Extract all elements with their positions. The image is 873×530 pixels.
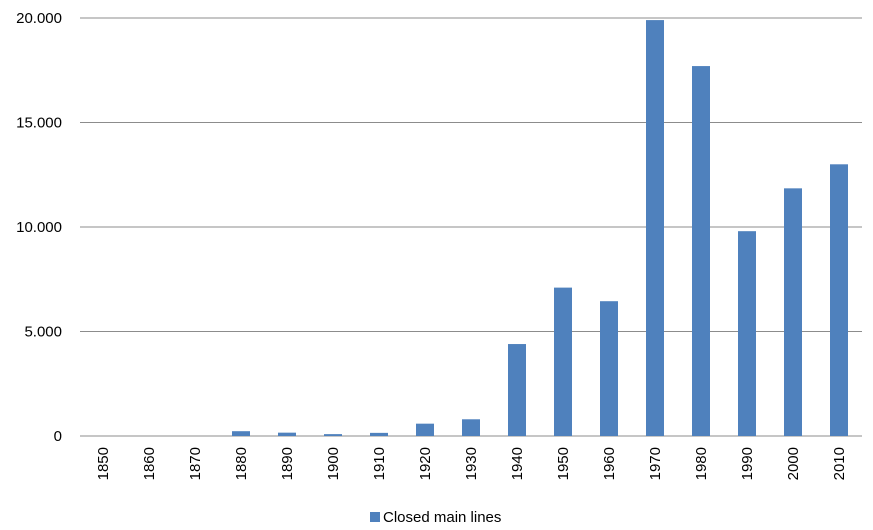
bar-2000 — [784, 188, 802, 436]
x-tick-label: 1870 — [187, 447, 204, 480]
x-tick-label: 1860 — [141, 447, 158, 480]
x-tick-label: 1940 — [509, 447, 526, 480]
x-tick-label: 1850 — [95, 447, 112, 480]
y-axis-tick-labels: 0 5.000 10.000 15.000 20.000 — [16, 10, 62, 445]
x-tick-label: 1980 — [693, 447, 710, 480]
bar-1980 — [692, 66, 710, 436]
y-tick-label: 15.000 — [16, 115, 62, 132]
bar-1990 — [738, 231, 756, 436]
legend-label: Closed main lines — [383, 509, 501, 526]
x-tick-label: 2010 — [831, 447, 848, 480]
bar-1910 — [370, 432, 388, 436]
x-tick-label: 1890 — [279, 447, 296, 480]
x-axis-tick-labels: 1850 1860 1870 1880 1890 1900 1910 1920 1930 1940… — [95, 447, 848, 480]
bars — [232, 20, 848, 437]
bar-1970 — [646, 20, 664, 437]
bar-1920 — [416, 423, 434, 436]
bar-2010 — [830, 164, 848, 437]
x-tick-label: 1920 — [417, 447, 434, 480]
x-tick-label: 1900 — [325, 447, 342, 480]
legend: Closed main lines — [370, 509, 501, 526]
bar-1950 — [554, 287, 572, 436]
bar-1890 — [278, 432, 296, 436]
x-tick-label: 1970 — [647, 447, 664, 480]
y-tick-label: 5.000 — [24, 324, 62, 341]
y-tick-label: 20.000 — [16, 10, 62, 27]
x-tick-label: 1880 — [233, 447, 250, 480]
bar-1880 — [232, 431, 250, 436]
bar-1900 — [324, 434, 342, 436]
x-tick-label: 2000 — [785, 447, 802, 480]
bar-1940 — [508, 344, 526, 436]
gridlines — [80, 17, 862, 437]
y-tick-label: 10.000 — [16, 219, 62, 236]
x-tick-label: 1960 — [601, 447, 618, 480]
x-tick-label: 1990 — [739, 447, 756, 480]
bar-1960 — [600, 301, 618, 436]
x-tick-label: 1910 — [371, 447, 388, 480]
x-tick-label: 1950 — [555, 447, 572, 480]
y-tick-label: 0 — [54, 428, 62, 445]
legend-swatch — [370, 512, 380, 522]
bar-1930 — [462, 419, 480, 436]
x-tick-label: 1930 — [463, 447, 480, 480]
